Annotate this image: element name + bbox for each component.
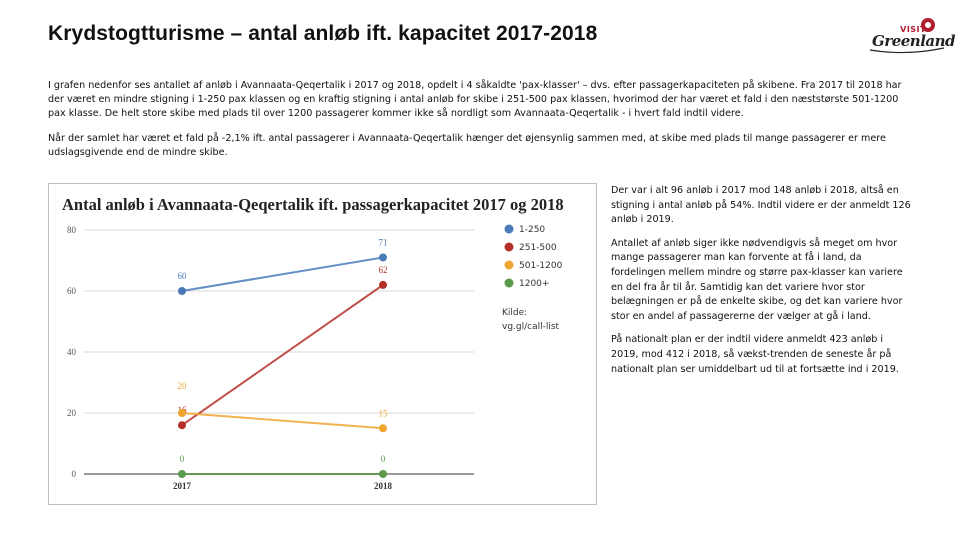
- legend-label: 251-500: [519, 243, 557, 253]
- legend-swatch: [504, 260, 514, 270]
- intro-paragraph-1: I grafen nedenfor ses antallet af anløb …: [48, 80, 902, 119]
- data-point: [178, 421, 186, 430]
- legend-swatch: [504, 224, 514, 234]
- side-paragraph-1: Der var i alt 96 anløb i 2017 mod 148 an…: [611, 185, 911, 226]
- data-label: 60: [178, 271, 188, 281]
- y-tick-label: 40: [67, 347, 77, 357]
- logo-visit-text: VISIT: [900, 25, 926, 34]
- chart-title: Antal anløb i Avannaata-Qeqertalik ift. …: [62, 195, 564, 214]
- data-label: 62: [379, 265, 388, 275]
- logo-script-text: Greenland: [872, 32, 956, 50]
- series-line: [181, 412, 384, 430]
- x-tick-label: 2017: [173, 481, 192, 491]
- legend-label: 1-250: [519, 225, 545, 235]
- data-point: [178, 287, 186, 295]
- line-chart: Antal anløb i Avannaata-Qeqertalik ift. …: [62, 195, 564, 491]
- x-tick-label: 2018: [374, 481, 393, 491]
- data-point: [379, 470, 387, 478]
- data-point: [379, 424, 387, 433]
- y-tick-label: 20: [67, 408, 77, 418]
- side-text: Der var i alt 96 anløb i 2017 mod 148 an…: [611, 184, 911, 386]
- data-label: 71: [379, 237, 388, 247]
- chart-container: Antal anløb i Avannaata-Qeqertalik ift. …: [48, 183, 597, 505]
- intro-text: I grafen nedenfor ses antallet af anløb …: [48, 79, 918, 171]
- data-point: [379, 280, 387, 289]
- side-paragraph-2: Antallet af anløb siger ikke nødvendigvi…: [611, 237, 903, 322]
- legend-swatch: [504, 242, 514, 252]
- intro-paragraph-2: Når der samlet har været et fald på -2,1…: [48, 133, 886, 158]
- data-point: [178, 470, 186, 478]
- legend-label: 501-1200: [519, 261, 563, 271]
- y-tick-label: 0: [72, 469, 77, 479]
- legend-swatch: [504, 278, 514, 288]
- side-paragraph-3: På nationalt plan er der indtil videre a…: [611, 334, 899, 375]
- legend-label: 1200+: [519, 279, 549, 289]
- data-label: 0: [381, 454, 386, 464]
- data-label: 20: [178, 381, 188, 391]
- data-point: [379, 253, 387, 262]
- logo-mark-icon: [869, 18, 945, 54]
- source-label: Kilde:: [502, 308, 527, 318]
- page-title: Krydstogtturisme – antal anløb ift. kapa…: [48, 22, 598, 45]
- data-label: 0: [180, 454, 185, 464]
- data-label: 15: [379, 408, 389, 418]
- visit-greenland-logo: VISIT Greenland: [866, 12, 956, 56]
- y-tick-label: 80: [67, 225, 77, 235]
- y-tick-label: 60: [67, 286, 77, 296]
- series-line: [181, 284, 384, 427]
- series-line: [181, 256, 384, 292]
- data-point: [178, 409, 186, 417]
- source-value: vg.gl/call-list: [502, 322, 560, 332]
